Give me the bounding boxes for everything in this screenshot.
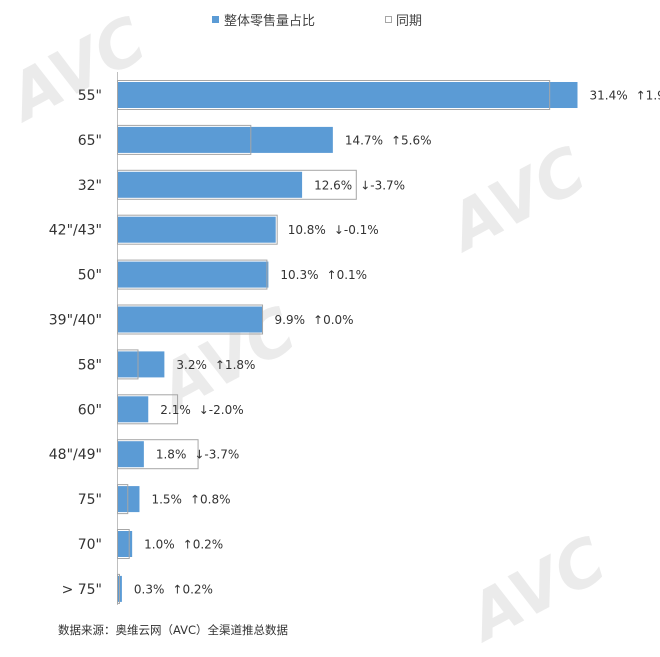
bar-current bbox=[117, 216, 276, 243]
bar-current bbox=[117, 126, 333, 153]
bar-previous bbox=[117, 529, 130, 559]
bar-value-label: 1.8% bbox=[156, 448, 187, 462]
watermark-text-2: AVC bbox=[434, 133, 598, 267]
bar-change-label: ↑0.1% bbox=[327, 268, 368, 282]
category-label: 48"/49" bbox=[49, 447, 102, 463]
bar-current bbox=[117, 396, 149, 423]
bars-group: 55" 31.4% ↑1.9% 65" 14.7% ↑5.6% 32" 12.6% ↓-3.7%… bbox=[49, 80, 660, 604]
bar-value-label: 0.3% bbox=[134, 582, 165, 596]
watermark-text-4: AVC bbox=[454, 523, 618, 657]
bar-change-label: ↑0.0% bbox=[313, 313, 354, 327]
bar-previous bbox=[117, 214, 278, 245]
bar-previous bbox=[117, 484, 129, 515]
bar-previous bbox=[117, 573, 120, 604]
category-label: 70" bbox=[78, 537, 102, 553]
bar-previous bbox=[117, 304, 264, 335]
bar-current bbox=[117, 306, 263, 333]
category-label: 60" bbox=[78, 402, 102, 418]
category-label: 42"/43" bbox=[49, 223, 102, 239]
bar-current bbox=[117, 441, 144, 468]
bar-current bbox=[117, 261, 269, 288]
bar-change-label: ↓-3.7% bbox=[360, 178, 405, 192]
bar-value-label: 9.9% bbox=[275, 313, 306, 327]
bar-change-label: ↓-0.1% bbox=[334, 223, 379, 237]
legend: 整体零售量占比 同期 bbox=[212, 13, 422, 29]
bar-value-label: 1.0% bbox=[144, 538, 175, 552]
bar-change-label: ↑5.6% bbox=[391, 133, 432, 147]
legend-label-previous: 同期 bbox=[396, 14, 422, 29]
bar-previous bbox=[117, 349, 139, 380]
bar-value-label: 12.6% bbox=[314, 178, 352, 192]
category-label: 75" bbox=[78, 492, 102, 508]
bar-value-label: 2.1% bbox=[160, 403, 191, 417]
legend-label-current: 整体零售量占比 bbox=[224, 13, 315, 29]
category-label: 55" bbox=[78, 88, 102, 104]
bar-current bbox=[117, 351, 165, 378]
bar-current bbox=[117, 171, 303, 198]
category-label: 39"/40" bbox=[49, 313, 102, 329]
bar-value-label: 10.3% bbox=[280, 268, 318, 282]
bar-previous bbox=[117, 124, 252, 155]
bar-change-label: ↑0.2% bbox=[172, 582, 213, 596]
category-label: 58" bbox=[78, 357, 102, 373]
bar-change-label: ↑1.9% bbox=[636, 89, 660, 103]
category-label: > 75" bbox=[62, 582, 102, 598]
bar-previous bbox=[117, 394, 179, 425]
category-label: 65" bbox=[78, 133, 102, 149]
bar-value-label: 31.4% bbox=[590, 89, 628, 103]
data-source: 数据来源：奥维云网（AVC）全渠道推总数据 bbox=[58, 623, 289, 637]
bar-value-label: 1.5% bbox=[151, 493, 182, 507]
bar-previous bbox=[117, 169, 357, 200]
bar-change-label: ↑0.2% bbox=[183, 538, 224, 552]
bar-current bbox=[117, 82, 578, 108]
legend-swatch-previous bbox=[385, 16, 392, 23]
legend-swatch-current bbox=[212, 16, 219, 23]
watermark-text-1: AVC bbox=[0, 3, 158, 137]
category-label: 50" bbox=[78, 268, 102, 284]
bar-change-label: ↑0.8% bbox=[190, 493, 231, 507]
bar-previous bbox=[117, 439, 199, 470]
bar-current bbox=[117, 486, 140, 513]
bar-current bbox=[117, 531, 133, 557]
category-label: 32" bbox=[78, 178, 102, 194]
bar-value-label: 10.8% bbox=[288, 223, 326, 237]
bar-change-label: ↓-3.7% bbox=[194, 448, 239, 462]
bar-previous bbox=[117, 259, 268, 290]
bar-previous bbox=[117, 80, 551, 110]
bar-value-label: 3.2% bbox=[176, 358, 207, 372]
bar-change-label: ↓-2.0% bbox=[199, 403, 244, 417]
bar-value-label: 14.7% bbox=[345, 133, 383, 147]
bar-change-label: ↑1.8% bbox=[215, 358, 256, 372]
